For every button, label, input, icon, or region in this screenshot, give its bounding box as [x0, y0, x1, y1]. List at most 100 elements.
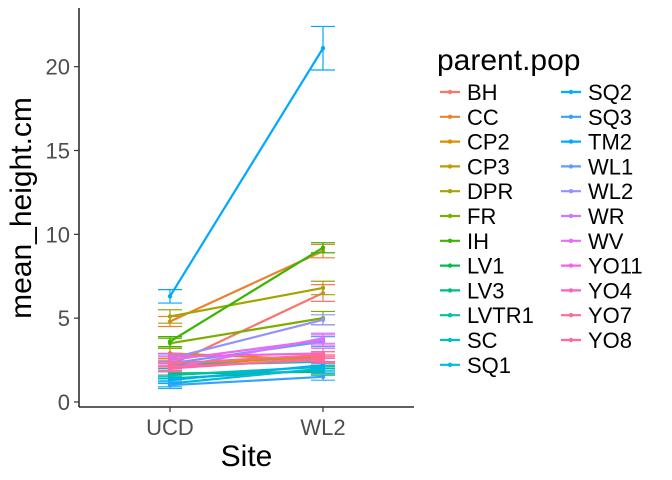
legend-label: TM2	[588, 130, 632, 155]
series-line	[169, 363, 324, 382]
legend-key-point	[447, 238, 453, 243]
legend-label: WL2	[588, 179, 633, 204]
legend-item-LV1: LV1	[440, 254, 505, 279]
legend-key-point	[568, 189, 574, 194]
legend-item-LV3: LV3	[440, 278, 505, 303]
y-tick-label: 15	[46, 139, 70, 164]
legend-item-WL2: WL2	[561, 179, 633, 204]
y-tick-label: 20	[46, 55, 70, 80]
series-line	[169, 317, 324, 345]
legend-label: YO4	[588, 278, 632, 303]
series-line	[169, 358, 324, 368]
data-point	[320, 46, 326, 51]
legend-item-SC: SC	[440, 328, 498, 353]
legend-key-point	[447, 89, 453, 95]
legend-key-point	[568, 263, 574, 268]
legend-label: SQ3	[588, 105, 632, 130]
series-IH	[158, 242, 335, 348]
legend-title: parent.pop	[437, 44, 580, 77]
legend-item-IH: IH	[440, 229, 489, 254]
legend-label: YO11	[588, 254, 643, 279]
legend-key-point	[447, 337, 453, 343]
legend-item-YO4: YO4	[561, 278, 632, 303]
data-point	[320, 245, 326, 250]
data-point	[320, 337, 326, 343]
legend-label: YO7	[588, 303, 632, 328]
legend-key-point	[447, 313, 453, 318]
legend-label: LV1	[467, 254, 505, 279]
series-line	[169, 286, 324, 318]
legend-key-point	[568, 337, 574, 343]
legend-label: WR	[588, 204, 625, 229]
legend-key-point	[568, 164, 574, 169]
legend-label: BH	[467, 80, 498, 105]
legend-item-YO7: YO7	[561, 303, 632, 328]
x-axis-ticks: UCD WL2	[146, 407, 346, 440]
legend-label: CP3	[467, 154, 510, 179]
legend-label: LV3	[467, 278, 505, 303]
legend-item-YO11: YO11	[561, 254, 643, 279]
legend-key-point	[568, 114, 574, 120]
legend-label: CC	[467, 105, 499, 130]
series-DPR	[158, 280, 335, 324]
legend-item-WV: WV	[561, 229, 624, 254]
legend-key-point	[447, 288, 453, 293]
series-line	[169, 47, 324, 297]
legend-key-point	[568, 238, 574, 243]
legend-item-TM2: TM2	[561, 130, 632, 155]
legend-label: SQ1	[467, 353, 511, 378]
data-point	[167, 339, 173, 344]
series-TM2	[158, 25, 335, 304]
legend-label: CP2	[467, 130, 510, 155]
data-point	[167, 364, 173, 369]
legend-item-CP3: CP3	[440, 154, 510, 179]
data-point	[320, 374, 326, 380]
x-axis-title: Site	[221, 440, 273, 473]
series-line	[169, 246, 324, 343]
legend-label: WL1	[588, 154, 633, 179]
y-tick-label: 5	[58, 306, 70, 331]
legend-key-point	[447, 213, 453, 219]
legend-key-point	[568, 288, 574, 293]
legend-item-SQ1: SQ1	[440, 353, 511, 378]
y-tick-label: 10	[46, 222, 70, 247]
legend-key-point	[568, 89, 574, 95]
legend-key-point	[568, 213, 574, 219]
series-YO8	[158, 356, 335, 371]
legend-label: FR	[467, 204, 496, 229]
series-line	[169, 353, 324, 365]
x-tick-label: UCD	[146, 415, 194, 440]
legend-item-BH: BH	[440, 80, 498, 105]
legend-key-point	[447, 114, 453, 120]
data-point	[320, 357, 326, 363]
legend-key-point	[568, 313, 574, 318]
series-line	[169, 352, 324, 358]
legend-label: IH	[467, 229, 489, 254]
legend-item-SQ2: SQ2	[561, 80, 632, 105]
data-point	[167, 383, 173, 388]
legend-label: LVTR1	[467, 303, 534, 328]
legend-label: YO8	[588, 328, 632, 353]
data-point	[167, 294, 173, 299]
series-line	[169, 318, 324, 360]
legend-item-SQ3: SQ3	[561, 105, 632, 130]
plot-area	[158, 25, 335, 390]
legend-item-DPR: DPR	[440, 179, 513, 204]
legend-label: SQ2	[588, 80, 632, 105]
legend-item-CC: CC	[440, 105, 499, 130]
data-point	[167, 354, 173, 359]
data-point	[320, 285, 326, 291]
series-line	[169, 375, 324, 387]
legend-item-FR: FR	[440, 204, 496, 229]
legend-key-point	[447, 164, 453, 169]
legend-key-point	[568, 139, 574, 144]
legend-item-YO8: YO8	[561, 328, 632, 353]
y-tick-label: 0	[58, 390, 70, 415]
series-SQ3	[158, 372, 335, 390]
legend-key-point	[447, 189, 453, 194]
series-line	[169, 367, 324, 385]
legend-item-WL1: WL1	[561, 154, 633, 179]
data-point	[167, 314, 173, 319]
